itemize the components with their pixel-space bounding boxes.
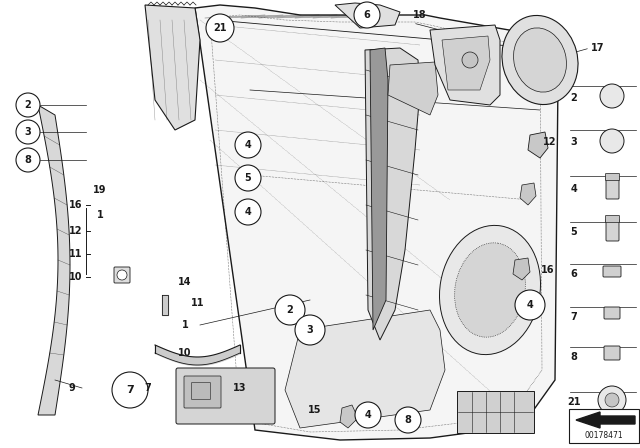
Text: 7: 7 [571, 312, 577, 322]
FancyBboxPatch shape [457, 391, 534, 433]
Circle shape [600, 129, 624, 153]
Text: 12: 12 [69, 226, 83, 236]
Polygon shape [528, 132, 548, 158]
Circle shape [16, 148, 40, 172]
Circle shape [235, 165, 261, 191]
Text: 4: 4 [244, 140, 252, 150]
Text: 6: 6 [571, 270, 577, 280]
Polygon shape [442, 36, 490, 90]
Text: 5: 5 [244, 173, 252, 183]
Polygon shape [576, 412, 635, 428]
FancyBboxPatch shape [604, 307, 620, 319]
Polygon shape [370, 48, 388, 330]
Polygon shape [340, 405, 358, 428]
Polygon shape [513, 258, 530, 280]
Text: 00178471: 00178471 [585, 431, 623, 439]
FancyBboxPatch shape [604, 346, 620, 360]
Text: 21: 21 [213, 23, 227, 33]
FancyBboxPatch shape [606, 219, 619, 241]
Text: 5: 5 [571, 227, 577, 237]
Circle shape [605, 393, 619, 407]
Ellipse shape [454, 243, 525, 337]
Text: 3: 3 [307, 325, 314, 335]
Text: 8: 8 [571, 353, 577, 362]
Circle shape [16, 120, 40, 144]
FancyBboxPatch shape [114, 267, 130, 283]
Text: 10: 10 [69, 272, 83, 282]
Circle shape [355, 402, 381, 428]
Text: 11: 11 [191, 298, 205, 308]
Polygon shape [195, 5, 558, 440]
FancyBboxPatch shape [605, 173, 620, 181]
Text: 2: 2 [287, 305, 293, 315]
Text: 2: 2 [24, 100, 31, 110]
Text: 17: 17 [591, 43, 605, 53]
Circle shape [395, 407, 421, 433]
Polygon shape [145, 5, 200, 130]
Circle shape [16, 93, 40, 117]
Polygon shape [388, 62, 438, 115]
Text: 19: 19 [93, 185, 107, 195]
Text: 3: 3 [24, 127, 31, 137]
Ellipse shape [502, 16, 578, 104]
Text: 7: 7 [145, 383, 152, 393]
Circle shape [112, 372, 148, 408]
FancyBboxPatch shape [569, 409, 639, 443]
Polygon shape [335, 3, 400, 28]
Text: 10: 10 [179, 348, 192, 358]
Text: 16: 16 [541, 265, 555, 275]
Polygon shape [430, 25, 500, 105]
Polygon shape [38, 105, 70, 415]
Text: 4: 4 [571, 185, 577, 194]
Circle shape [235, 132, 261, 158]
Ellipse shape [513, 28, 566, 92]
Circle shape [117, 270, 127, 280]
Text: 18: 18 [413, 10, 427, 20]
Polygon shape [520, 183, 536, 205]
FancyBboxPatch shape [605, 215, 620, 223]
Text: 2: 2 [571, 93, 577, 103]
Text: 3: 3 [571, 138, 577, 147]
Text: 15: 15 [308, 405, 322, 415]
Circle shape [515, 290, 545, 320]
Text: 4: 4 [365, 410, 371, 420]
Circle shape [206, 14, 234, 42]
Text: 8: 8 [404, 415, 412, 425]
Text: 1: 1 [97, 210, 104, 220]
FancyBboxPatch shape [603, 266, 621, 277]
Circle shape [295, 315, 325, 345]
Text: 12: 12 [543, 137, 557, 147]
Text: 4: 4 [244, 207, 252, 217]
Text: 1: 1 [182, 320, 188, 330]
Polygon shape [285, 310, 445, 428]
FancyBboxPatch shape [606, 177, 619, 199]
Circle shape [598, 386, 626, 414]
Circle shape [354, 2, 380, 28]
Circle shape [600, 84, 624, 108]
Text: 13: 13 [233, 383, 247, 393]
Circle shape [275, 295, 305, 325]
Ellipse shape [440, 225, 541, 355]
Text: 11: 11 [69, 250, 83, 259]
Text: 6: 6 [364, 10, 371, 20]
Polygon shape [365, 48, 420, 340]
Text: 14: 14 [179, 277, 192, 287]
Circle shape [462, 52, 478, 68]
Text: 21: 21 [567, 397, 580, 407]
Text: 4: 4 [527, 300, 533, 310]
Circle shape [235, 199, 261, 225]
FancyBboxPatch shape [191, 383, 211, 400]
FancyBboxPatch shape [176, 368, 275, 424]
Text: 9: 9 [68, 383, 76, 393]
Text: 16: 16 [69, 200, 83, 210]
Text: 7: 7 [126, 385, 134, 395]
FancyBboxPatch shape [184, 376, 221, 408]
Text: 8: 8 [24, 155, 31, 165]
